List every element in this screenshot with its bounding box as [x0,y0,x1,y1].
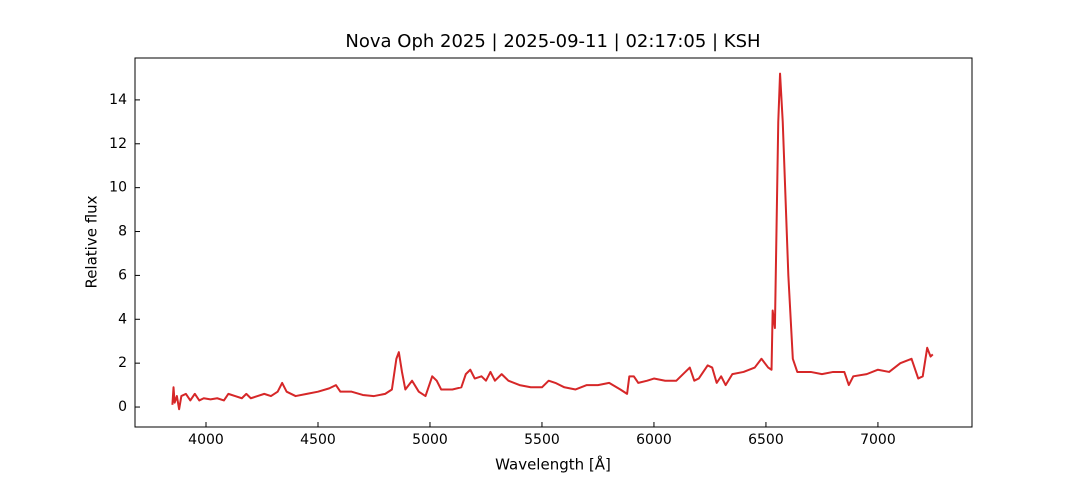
x-tick-label: 4000 [188,432,224,448]
x-tick-label: 6000 [636,432,672,448]
y-tick-label: 14 [109,92,127,108]
spectrum-line [171,72,934,411]
x-tick-label: 5000 [412,432,448,448]
x-tick-label: 5500 [524,432,560,448]
plot-frame [134,57,973,428]
chart-title: Nova Oph 2025 | 2025-09-11 | 02:17:05 | … [345,31,760,52]
y-tick-label: 0 [118,399,127,415]
y-tick-label: 8 [118,224,127,240]
y-tick-label: 10 [109,180,127,196]
y-tick-label: 12 [109,136,127,152]
y-tick-label: 2 [118,355,127,371]
x-tick-label: 7000 [860,432,896,448]
x-tick-label: 6500 [748,432,784,448]
y-tick-label: 6 [118,267,127,283]
y-axis-label: Relative flux [83,195,101,288]
x-axis-label: Wavelength [Å] [495,455,611,474]
y-tick-label: 4 [118,311,127,327]
x-tick-label: 4500 [300,432,336,448]
